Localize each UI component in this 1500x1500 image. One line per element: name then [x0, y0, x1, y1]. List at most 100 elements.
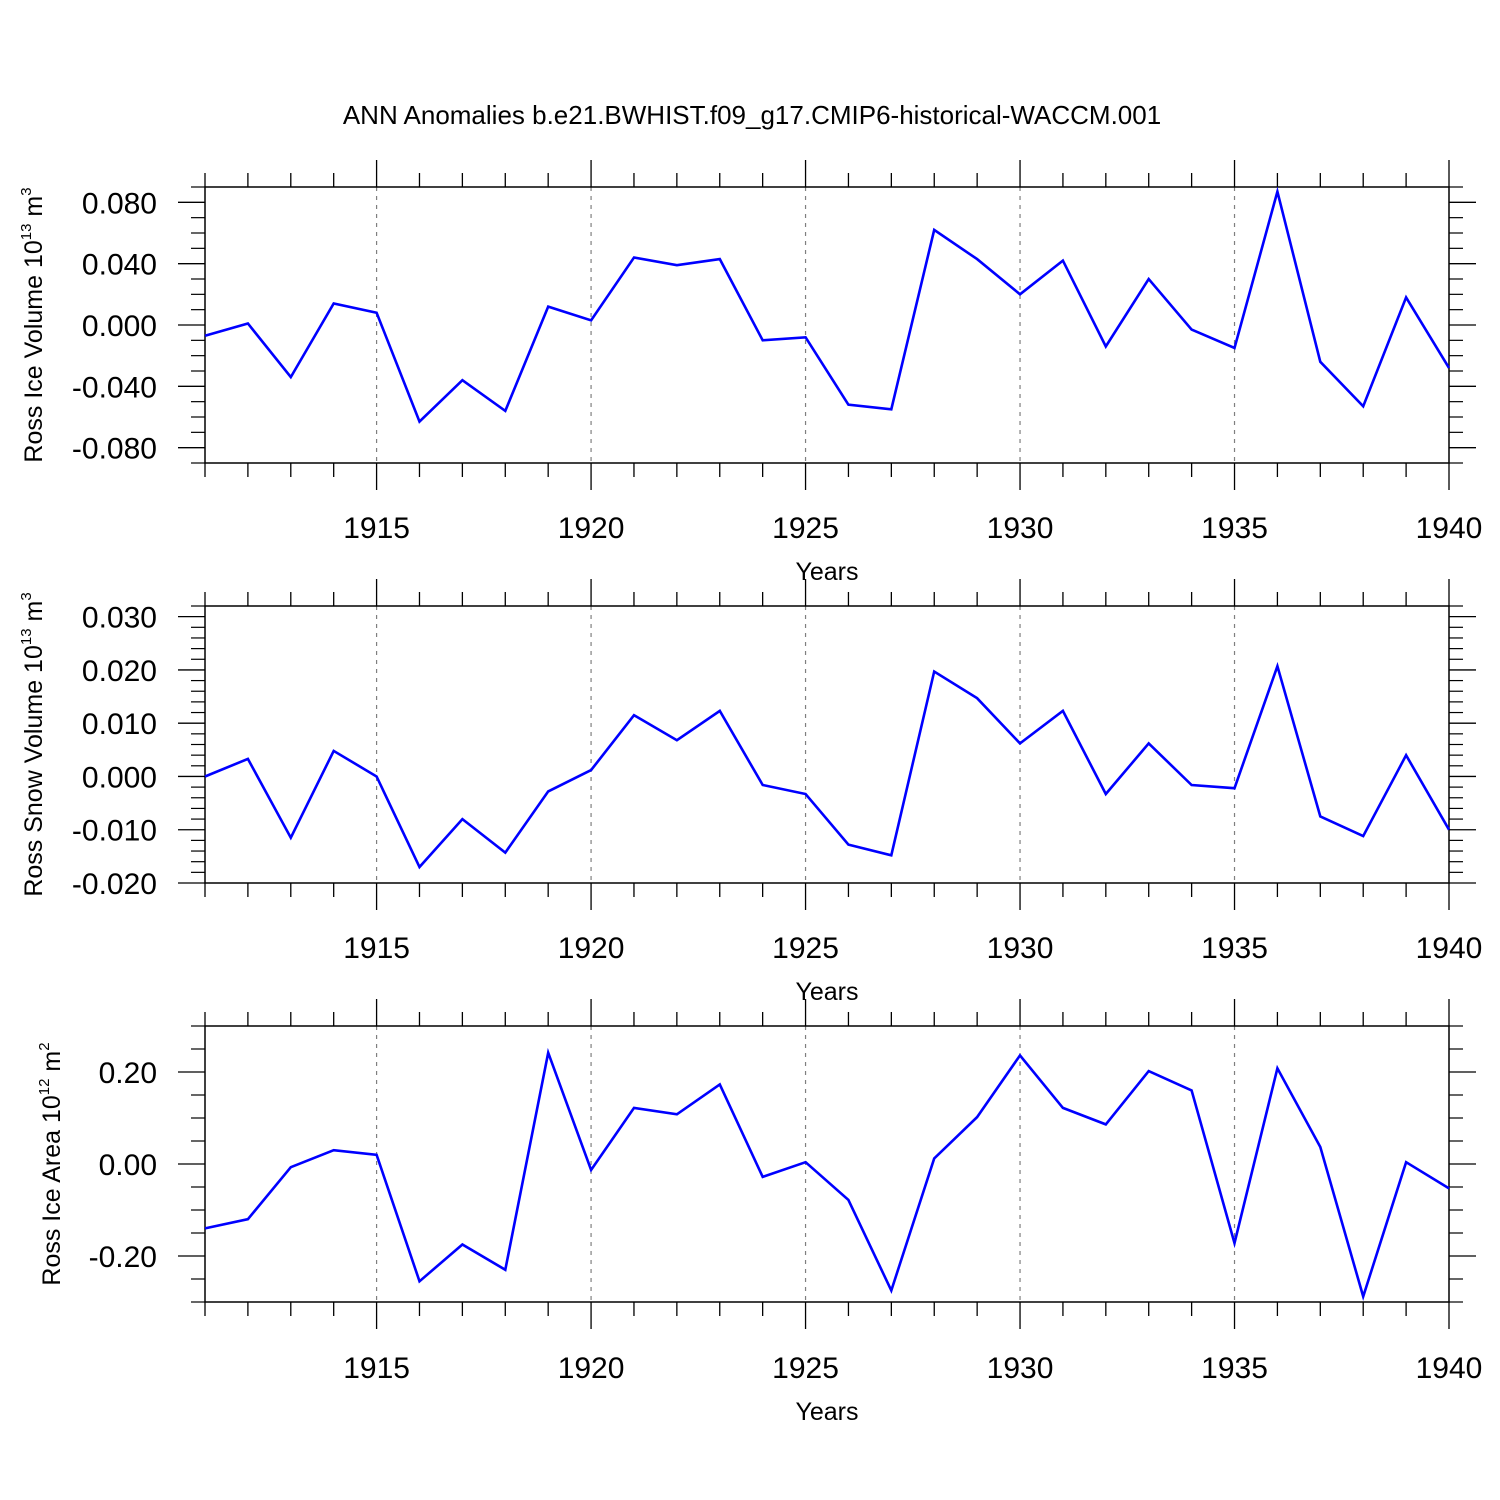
x-axis-label: Years	[795, 1398, 858, 1426]
data-point-1926	[846, 1198, 850, 1202]
data-point-1934	[1190, 1088, 1194, 1092]
data-point-1936	[1275, 1066, 1279, 1070]
chart-panel-1: 0.080 0.040 0.000 -0.040 -0.080 1915 1920 1925 1…	[18, 160, 1482, 586]
y-axis-label: Ross Snow Volume 1013 m3	[18, 592, 48, 896]
data-point-1924	[761, 1175, 765, 1179]
x-tick-label: 1925	[772, 1352, 839, 1385]
data-point-1915	[375, 1153, 379, 1157]
data-point-1933	[1147, 277, 1151, 281]
y-tick-label: -0.020	[72, 868, 157, 901]
data-point-1918	[503, 409, 507, 413]
data-point-1931	[1061, 709, 1065, 713]
y-tick-label: 0.20	[99, 1057, 157, 1090]
data-point-1918	[503, 851, 507, 855]
y-tick-label: 0.040	[82, 249, 157, 282]
data-point-1921	[632, 256, 636, 260]
data-point-1939	[1404, 753, 1408, 757]
data-point-1929	[975, 696, 979, 700]
data-point-1913	[289, 836, 293, 840]
data-point-1932	[1104, 792, 1108, 796]
chart-panel-3: 0.20 0.00 -0.20 1915 1920 1925 1930 1935 1940 Yea…	[36, 999, 1482, 1426]
y-tick-label: 0.020	[82, 655, 157, 688]
data-point-1933	[1147, 741, 1151, 745]
data-point-1923	[718, 709, 722, 713]
x-tick-label: 1940	[1416, 1352, 1483, 1385]
data-point-1938	[1361, 1294, 1365, 1298]
data-point-1927	[889, 1289, 893, 1293]
data-point-1928	[932, 1156, 936, 1160]
series-line	[204, 186, 1451, 424]
data-point-1920	[589, 768, 593, 772]
chart-title: ANN Anomalies b.e21.BWHIST.f09_g17.CMIP6…	[343, 100, 1161, 130]
y-tick-label: 0.000	[82, 761, 157, 794]
data-point-1920	[589, 1168, 593, 1172]
x-tick-label: 1915	[343, 1352, 410, 1385]
data-point-1911	[203, 774, 207, 778]
data-point-1922	[675, 738, 679, 742]
data-point-1912	[246, 1217, 250, 1221]
data-point-1921	[632, 1106, 636, 1110]
y-axis-label: Ross Ice Volume 1013 m3	[18, 187, 48, 462]
x-tick-label: 1920	[558, 512, 625, 545]
x-tick-label: 1925	[772, 932, 839, 965]
data-point-1935	[1233, 346, 1237, 350]
data-point-1932	[1104, 1122, 1108, 1126]
data-point-1934	[1190, 783, 1194, 787]
data-point-1914	[332, 749, 336, 753]
data-point-1937	[1318, 814, 1322, 818]
data-point-1911	[203, 1226, 207, 1230]
x-tick-label: 1920	[558, 932, 625, 965]
data-point-1926	[846, 403, 850, 407]
data-point-1919	[546, 789, 550, 793]
data-point-1930	[1018, 741, 1022, 745]
data-point-1914	[332, 1148, 336, 1152]
data-point-1940	[1447, 828, 1451, 832]
data-point-1924	[761, 338, 765, 342]
data-point-1916	[417, 420, 421, 424]
data-point-1919	[546, 1051, 550, 1055]
y-tick-label: 0.010	[82, 708, 157, 741]
data-point-1915	[375, 311, 379, 315]
data-point-1939	[1404, 295, 1408, 299]
data-point-1940	[1447, 1186, 1451, 1190]
data-point-1925	[804, 1160, 808, 1164]
data-point-1935	[1233, 786, 1237, 790]
y-tick-label: 0.080	[82, 187, 157, 220]
data-point-1935	[1233, 1241, 1237, 1245]
data-point-1930	[1018, 1053, 1022, 1057]
data-point-1917	[460, 1243, 464, 1247]
y-tick-label: 0.00	[99, 1149, 157, 1182]
data-point-1940	[1447, 366, 1451, 370]
x-tick-label: 1935	[1201, 512, 1268, 545]
x-tick-label: 1935	[1201, 932, 1268, 965]
data-point-1916	[417, 865, 421, 869]
data-point-1919	[546, 305, 550, 309]
y-tick-label: -0.040	[72, 371, 157, 404]
data-point-1917	[460, 378, 464, 382]
y-tick-label: -0.080	[72, 433, 157, 466]
data-point-1932	[1104, 344, 1108, 348]
data-point-1914	[332, 302, 336, 306]
data-point-1913	[289, 375, 293, 379]
data-point-1930	[1018, 292, 1022, 296]
data-point-1927	[889, 407, 893, 411]
series-line	[204, 1047, 1450, 1301]
data-point-1918	[503, 1268, 507, 1272]
plot-frame	[204, 605, 1450, 884]
x-tick-label: 1915	[343, 932, 410, 965]
plot-frame	[204, 1025, 1450, 1303]
data-point-1915	[375, 774, 379, 778]
data-point-1921	[632, 713, 636, 717]
data-point-1931	[1061, 259, 1065, 263]
data-point-1928	[932, 670, 936, 674]
data-point-1936	[1275, 190, 1279, 194]
plot-frame	[204, 186, 1450, 464]
data-point-1917	[460, 817, 464, 821]
data-point-1911	[203, 334, 207, 338]
x-tick-label: 1935	[1201, 1352, 1268, 1385]
y-tick-label: -0.010	[72, 815, 157, 848]
data-point-1938	[1361, 834, 1365, 838]
x-tick-label: 1940	[1416, 512, 1483, 545]
data-point-1922	[675, 263, 679, 267]
